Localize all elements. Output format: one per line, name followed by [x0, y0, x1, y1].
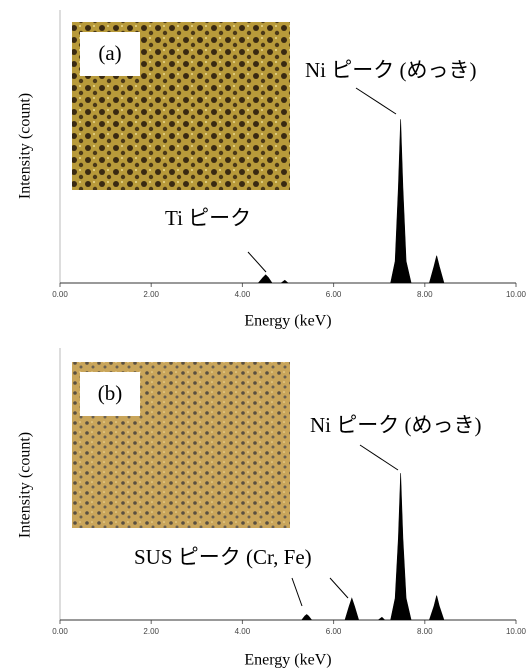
label-box: [128, 540, 376, 576]
panel-b: 10.00 8.00 6.00 4.00 2.00 0.00 Intensity (cou…: [17, 348, 527, 669]
annotation: Ti ピーク: [165, 206, 251, 230]
x-tick-label: 6.00: [326, 290, 342, 299]
annotation: SUS ピーク (Cr, Fe): [134, 545, 312, 569]
arrow: [247, 251, 267, 273]
panel-label: (b): [98, 381, 123, 405]
y-axis-label: Intensity (count): [17, 93, 34, 199]
arrow: [291, 577, 303, 607]
x-tick-label: 8.00: [417, 290, 433, 299]
label-box: [80, 372, 140, 416]
arrow: [329, 577, 349, 599]
y-axis-label: Intensity (count): [17, 432, 34, 538]
arrow: [359, 444, 399, 471]
spectrum: [60, 119, 516, 284]
x-tick-label: 4.00: [235, 627, 251, 636]
x-tick-label: 2.00: [143, 290, 159, 299]
x-tick-label: 0.00: [52, 290, 68, 299]
annotation: Ni ピーク (めっき): [305, 58, 477, 82]
x-tick-label: 10.00: [506, 627, 527, 636]
panel-label: (a): [98, 41, 121, 65]
x-tick-label: 8.00: [417, 627, 433, 636]
x-tick-label: 4.00: [235, 290, 251, 299]
arrow: [355, 87, 397, 115]
x-tick-label: 10.00: [506, 290, 527, 299]
x-tick-label: 2.00: [143, 627, 159, 636]
x-tick-label: 6.00: [326, 627, 342, 636]
annotation: Ni ピーク (めっき): [310, 413, 482, 437]
x-axis-label: Energy (keV): [244, 313, 331, 330]
x-axis-label: Energy (keV): [244, 652, 331, 669]
panel-a: 10.00 8.00 6.00 4.00 2.00 0.00 Intensity (cou…: [17, 10, 527, 330]
label-box: [80, 32, 140, 76]
spectrum: [60, 473, 516, 621]
x-tick-label: 0.00: [52, 627, 68, 636]
